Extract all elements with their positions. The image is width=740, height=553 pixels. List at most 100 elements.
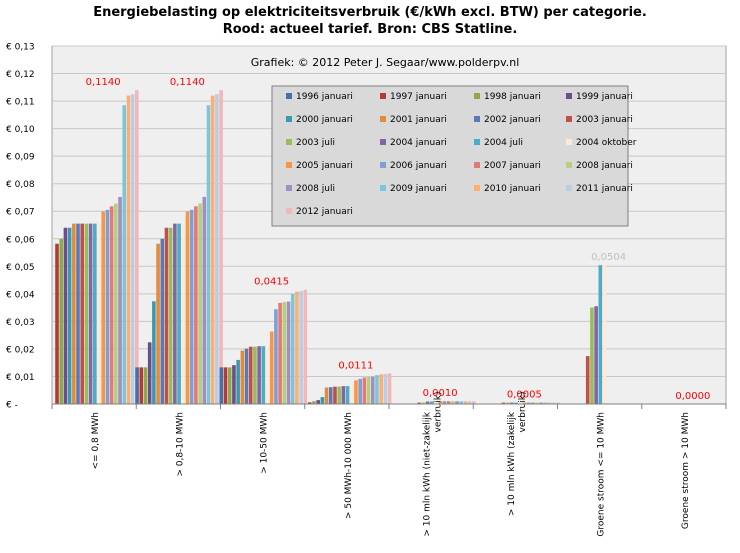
bar	[451, 401, 455, 404]
bar	[93, 223, 97, 404]
bar	[135, 367, 139, 404]
y-tick-label: € 0,06	[6, 235, 35, 245]
bar	[510, 402, 514, 404]
y-tick-label: € -	[6, 401, 18, 411]
legend-label: 2005 januari	[296, 161, 353, 171]
legend-swatch	[566, 116, 572, 122]
legend-label: 2004 oktober	[576, 138, 637, 148]
bar	[253, 346, 257, 404]
legend-swatch	[566, 162, 572, 168]
legend-swatch	[566, 139, 572, 145]
legend-swatch	[474, 162, 480, 168]
value-label: 0,0010	[423, 388, 458, 399]
bar	[286, 301, 291, 404]
bar	[55, 243, 59, 404]
legend-swatch	[474, 116, 480, 122]
legend-label: 2001 januari	[390, 115, 447, 125]
bar	[135, 90, 139, 404]
legend-label: 1998 januari	[484, 92, 541, 102]
bar	[185, 211, 190, 404]
bar	[152, 301, 156, 404]
y-tick-label: € 0,03	[6, 318, 35, 328]
x-tick-label: > 50 MWh-10 000 MWh	[344, 412, 354, 519]
bar	[333, 386, 337, 404]
bar	[425, 401, 430, 404]
legend-swatch	[566, 185, 572, 191]
bar	[379, 374, 383, 404]
legend-label: 2011 januari	[576, 184, 633, 194]
bar	[370, 376, 375, 404]
bar	[118, 196, 122, 404]
bar	[349, 386, 354, 404]
legend-swatch	[380, 162, 386, 168]
bar	[156, 243, 160, 404]
legend-swatch	[380, 93, 386, 99]
legend-label: 2006 januari	[390, 161, 447, 171]
chart-title: Energiebelasting op elektriciteitsverbru…	[0, 4, 740, 38]
legend-label: 2008 januari	[576, 161, 633, 171]
legend-label: 2010 januari	[484, 184, 541, 194]
bar	[160, 238, 165, 404]
bar	[173, 223, 177, 404]
value-label: 0,0005	[507, 390, 542, 401]
legend-label: 2012 januari	[296, 207, 353, 217]
bar	[105, 209, 110, 404]
value-label: 0,1140	[170, 77, 205, 88]
legend-swatch	[474, 185, 480, 191]
bar	[522, 402, 527, 404]
legend-label: 2000 januari	[296, 115, 353, 125]
bar	[282, 302, 287, 404]
bar	[223, 367, 228, 404]
bar	[265, 346, 270, 404]
bar	[97, 223, 101, 404]
bar	[594, 306, 598, 404]
bar	[240, 350, 245, 404]
bar	[227, 367, 232, 404]
bar	[455, 401, 459, 404]
bar	[547, 402, 552, 404]
legend-label: 2009 januari	[390, 184, 447, 194]
bar	[354, 380, 358, 404]
legend-swatch	[474, 139, 480, 145]
bar	[345, 386, 350, 404]
bar	[278, 302, 282, 404]
bar	[598, 265, 603, 404]
bar	[434, 401, 438, 404]
bar	[366, 377, 371, 404]
legend-label: 1996 januari	[296, 92, 353, 102]
legend-swatch	[286, 185, 292, 191]
bar	[472, 401, 476, 404]
bar	[320, 397, 325, 404]
legend-label: 2008 juli	[296, 184, 335, 194]
bar	[101, 211, 106, 404]
bar	[139, 367, 144, 404]
bar	[421, 402, 426, 404]
value-label: 0,0111	[338, 360, 373, 371]
bar	[362, 377, 367, 404]
legend-label: 2003 juli	[296, 138, 335, 148]
bar	[143, 367, 148, 404]
legend-label: 2004 juli	[484, 138, 523, 148]
y-tick-label: € 0,07	[6, 208, 35, 218]
chart-title-line-1: Energiebelasting op elektriciteitsverbru…	[93, 5, 647, 20]
chart-credit: Grafiek: © 2012 Peter J. Segaar/www.pold…	[251, 56, 520, 69]
bar	[358, 378, 362, 404]
value-labels: 0,1140 0,1140 0,0415 0,0111 0,0010 0,0005 0,05…	[86, 77, 711, 402]
bar	[181, 223, 186, 404]
legend-swatch	[380, 116, 386, 122]
y-tick-label: € 0,04	[6, 290, 35, 300]
bar	[501, 402, 506, 404]
y-tick-label: € 0,01	[6, 373, 35, 383]
value-label: 0,0415	[254, 277, 289, 288]
value-label: 0,0000	[675, 391, 710, 402]
bar	[206, 105, 211, 405]
x-tick-label: > 0,8-10 MWh	[175, 412, 185, 477]
bar	[210, 95, 215, 404]
bar	[505, 402, 510, 404]
bar	[552, 402, 556, 404]
bar	[290, 293, 295, 404]
bar	[602, 265, 607, 404]
x-tick-label: > 10 mln kWh (zakelijkverbruik)	[507, 392, 528, 517]
y-tick-label: € 0,11	[6, 98, 35, 108]
